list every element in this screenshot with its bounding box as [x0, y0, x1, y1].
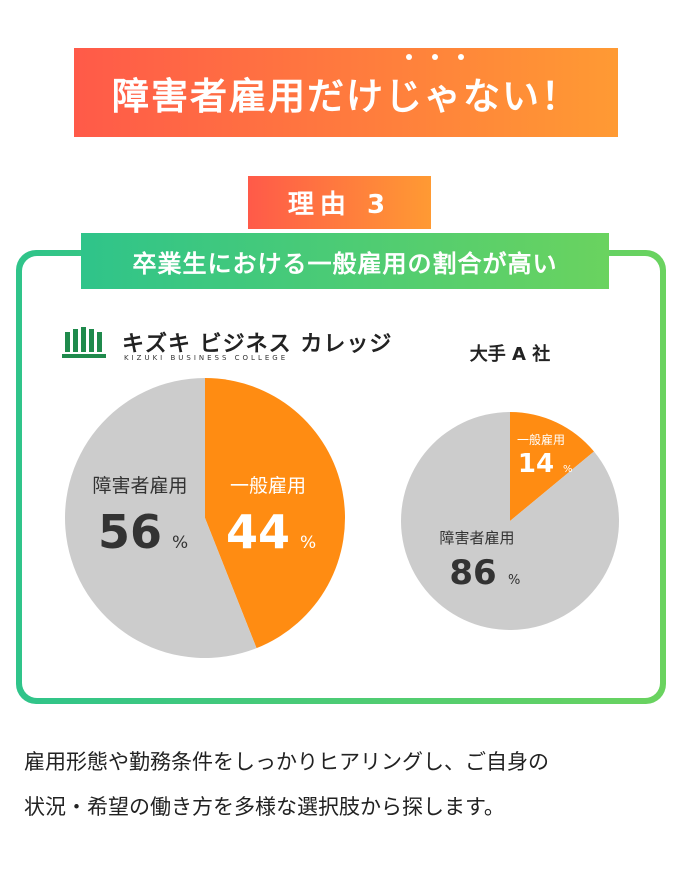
books-logo-icon [62, 327, 106, 358]
pie-2-slice-2-unit: % [508, 573, 520, 588]
pie-2-slice-2-value: 86 [449, 553, 496, 593]
pie-2-slice-1-value: 14 [518, 449, 554, 479]
pie-1-slice-2 [65, 378, 257, 658]
section-banner: 卒業生における一般雇用の割合が高い [81, 233, 609, 289]
pie-2-slice-2 [401, 412, 619, 631]
description-line-1: 雇用形態や勤務条件をしっかりヒアリングし、ご自身の [24, 750, 549, 774]
pie-2-slice-1-unit: % [563, 464, 573, 475]
pie-1-slice-1-label: 一般雇用 [230, 475, 306, 497]
headline-text: 障害者雇用だけじゃない！ [112, 74, 580, 118]
pie-1-slice-1-value: 44 [226, 505, 290, 559]
pie-2-slice-1-label: 一般雇用 [517, 432, 565, 447]
section-banner-text: 卒業生における一般雇用の割合が高い [132, 249, 558, 278]
headline-banner: 障害者雇用だけじゃない！ [74, 48, 618, 137]
reason-label: 理由 3 [287, 190, 392, 220]
description-line-2: 状況・希望の働き方を多様な選択肢から探します。 [24, 795, 505, 819]
description: 雇用形態や勤務条件をしっかりヒアリングし、ご自身の 状況・希望の働き方を多様な選… [24, 740, 664, 830]
pie-1-slice-1-unit: % [300, 533, 316, 553]
pie-2-slice-1 [510, 412, 594, 521]
logo-subtitle: KIZUKI BUSINESS COLLEGE [124, 354, 289, 362]
pie-1-slice-2-value: 56 [98, 505, 162, 559]
pie-2-slice-2-label: 障害者雇用 [439, 529, 514, 547]
logo-name: キズキ ビジネス カレッジ [122, 332, 393, 357]
pie-1-slice-1 [205, 378, 346, 649]
company-title: 大手 A 社 [469, 344, 551, 365]
reason-badge: 理由 3 [248, 176, 431, 229]
pie-1-slice-2-unit: % [172, 533, 188, 553]
pie-1-slice-2-label: 障害者雇用 [92, 475, 187, 497]
school-logo: キズキ ビジネス カレッジ KIZUKI BUSINESS COLLEGE [62, 326, 391, 366]
emphasis-dots [406, 54, 466, 62]
